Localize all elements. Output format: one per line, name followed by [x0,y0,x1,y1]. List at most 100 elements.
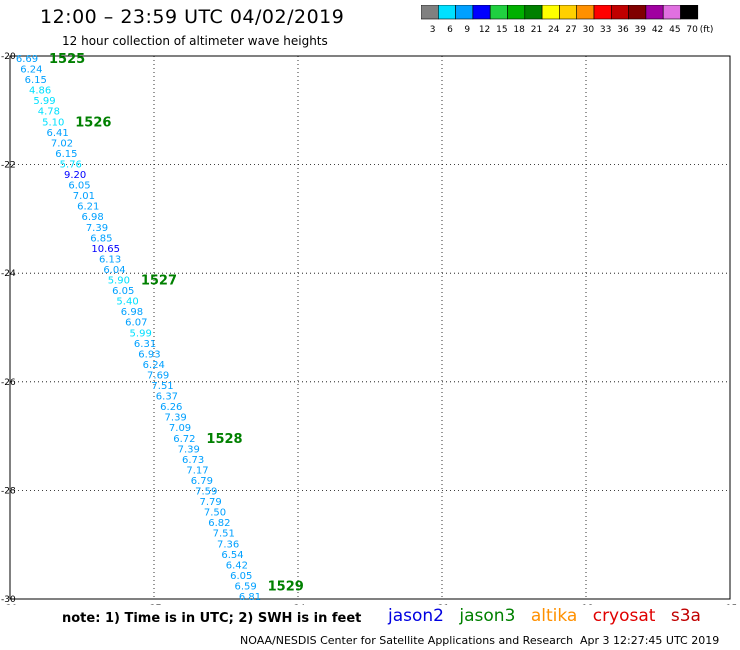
wave-height-reading: 6.93 [138,349,160,360]
colorbar-label: 45 [669,25,680,35]
pass-time-label: 1527 [141,274,177,289]
wave-height-reading: 6.72 [173,434,195,445]
wave-height-reading: 6.24 [20,65,42,76]
lon-tick-label: -24 [291,604,306,605]
wave-height-reading: 6.05 [112,286,134,297]
wave-height-reading: 6.69 [16,54,38,65]
wave-height-reading: 6.81 [239,592,261,603]
colorbar-label: 33 [600,25,611,35]
lat-tick-label: -22 [1,161,16,171]
colorbar-label: 36 [617,25,629,35]
footer-agency: NOAA/NESDIS Center for Satellite Applica… [240,634,574,647]
wave-height-reading: 6.07 [125,318,147,329]
pass-time-label: 1528 [206,432,242,447]
wave-height-reading: 6.79 [191,476,213,487]
wave-height-reading: 7.01 [73,191,95,202]
wave-height-reading: 7.59 [195,487,217,498]
wave-height-reading: 6.41 [46,128,68,139]
lon-tick-label: -21 [435,604,450,605]
legend-cryosat: cryosat [592,606,656,626]
wave-height-reading: 7.17 [186,465,208,476]
lat-tick-label: -30 [1,595,16,605]
pass-time-label: 1529 [268,579,304,594]
wave-height-reading: 7.39 [165,413,187,424]
colorbar-label: 27 [565,25,576,35]
wave-height-reading: 5.10 [42,117,64,128]
wave-height-reading: 6.98 [121,307,143,318]
wave-height-reading: 6.82 [208,518,230,529]
wave-height-colorbar: 3 6 9 12 15 18 21 24 27 30 33 36 39 42 45 70 (ft) [421,5,714,35]
colorbar-label: 15 [496,25,507,35]
wave-height-reading: 7.09 [169,423,191,434]
wave-height-reading: 10.65 [91,244,120,255]
wave-height-reading: 6.15 [25,75,47,86]
wave-height-reading: 6.85 [90,233,112,244]
wave-height-reading: 5.99 [130,328,152,339]
units-note: note: 1) Time is in UTC; 2) SWH is in fe… [62,611,362,626]
colorbar-label: 6 [447,25,453,35]
wave-height-reading: 7.02 [51,138,73,149]
colorbar-label: 39 [635,25,647,35]
colorbar-label: 21 [531,25,542,35]
wave-height-reading: 6.26 [160,402,182,413]
wave-height-reading: 4.86 [29,86,51,97]
wave-height-reading: 6.15 [55,149,77,160]
wave-height-reading: 6.31 [134,339,156,350]
wave-height-reading: 9.20 [64,170,86,181]
pass-time-label: 1525 [49,52,85,67]
colorbar-label: 9 [464,25,470,35]
wave-height-reading: 6.59 [234,581,256,592]
colorbar-label: 12 [479,25,490,35]
wave-height-reading: 6.24 [143,360,165,371]
colorbar-unit: (ft) [700,25,714,35]
wave-height-reading: 6.37 [156,392,178,403]
wave-height-reading: 7.69 [147,370,169,381]
wave-height-reading: 5.90 [108,276,130,287]
wave-height-reading: 5.99 [33,96,55,107]
colorbar-swatch [680,5,699,20]
colorbar-label: 70 [686,25,698,35]
wave-height-reading: 5.40 [116,297,138,308]
wave-height-reading: 6.42 [226,560,248,571]
legend-altika: altika [530,606,578,626]
wave-height-reading: 6.04 [103,265,125,276]
page-title: 12:00 – 23:59 UTC 04/02/2019 [40,6,345,28]
wave-height-reading: 7.51 [213,529,235,540]
wave-height-reading: 6.13 [99,254,121,265]
footer: NOAA/NESDIS Center for Satellite Applica… [240,634,719,647]
lat-tick-label: -26 [1,378,16,388]
map-frame [9,55,731,600]
wave-height-reading: 6.98 [81,212,103,223]
legend-jason2: jason2 [388,606,444,626]
lon-tick-label: -15 [723,604,738,605]
colorbar-label: 3 [430,25,436,35]
wave-height-reading: 7.36 [217,539,239,550]
legend-jason3: jason3 [459,606,516,626]
colorbar-label: 42 [652,25,663,35]
wave-height-reading: 6.54 [221,550,243,561]
pass-time-label: 1526 [75,115,111,130]
wave-height-reading: 6.73 [182,455,204,466]
footer-timestamp: Apr 3 12:27:45 UTC 2019 [580,634,720,647]
wave-height-reading: 6.05 [230,571,252,582]
lon-tick-label: -27 [147,604,162,605]
lat-tick-label: -28 [1,486,16,496]
wave-height-map: -30-27-24-21-18-15-20-22-24-26-28-306.69… [1,52,738,605]
wave-height-reading: 6.21 [77,202,99,213]
page-subtitle: 12 hour collection of altimeter wave hei… [62,34,328,48]
wave-height-reading: 7.79 [200,497,222,508]
lat-tick-label: -24 [1,269,16,279]
wave-height-reading: 5.76 [60,159,82,170]
wave-height-reading: 7.50 [204,508,226,519]
wave-height-reading: 7.39 [86,223,108,234]
legend-s3a: s3a [670,606,701,626]
colorbar-label: 18 [513,25,525,35]
colorbar-label: 30 [583,25,595,35]
wave-height-reading: 7.51 [151,381,173,392]
lon-tick-label: -30 [3,604,18,605]
satellite-legend: jason2 jason3 altika cryosat s3a [388,606,711,626]
wave-height-reading: 6.05 [68,181,90,192]
lat-tick-label: -20 [1,52,16,62]
wave-height-reading: 7.39 [178,444,200,455]
colorbar-label: 24 [548,25,560,35]
